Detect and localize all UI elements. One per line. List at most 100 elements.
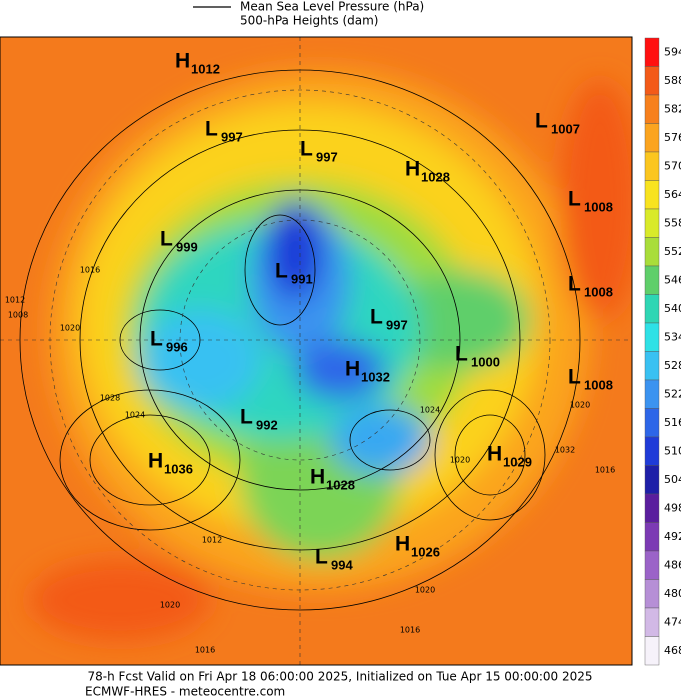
center-letter: H	[310, 466, 325, 489]
center-letter: H	[395, 533, 410, 556]
colorbar-label: 522	[664, 387, 681, 400]
contour-label: 1020	[415, 586, 435, 595]
contour-label: 1028	[100, 394, 120, 403]
colorbar-label: 564	[664, 188, 681, 201]
colorbar-label: 468	[664, 644, 681, 657]
colorbar-swatch	[644, 237, 660, 267]
colorbar-swatch	[644, 123, 660, 153]
colorbar-label: 474	[664, 615, 681, 628]
center-value: 1036	[164, 461, 193, 476]
center-value: 1008	[584, 199, 613, 214]
center-letter: L	[455, 343, 468, 366]
contour-label: 1012	[202, 536, 222, 545]
center-letter: L	[568, 273, 581, 296]
center-value: 996	[166, 339, 188, 354]
center-letter: L	[315, 546, 328, 569]
center-letter: H	[345, 358, 360, 381]
contour-label: 1012	[5, 296, 25, 305]
colorbar-label: 528	[664, 359, 681, 372]
colorbar-swatch	[644, 37, 660, 67]
contour-label: 1016	[195, 646, 215, 655]
colorbar-label: 588	[664, 74, 681, 87]
center-value: 991	[291, 271, 313, 286]
colorbar-label: 576	[664, 131, 681, 144]
center-value: 999	[176, 239, 198, 254]
center-value: 1008	[584, 377, 613, 392]
colorbar-swatch	[644, 265, 660, 295]
contour-label: 1016	[400, 626, 420, 635]
center-letter: L	[568, 366, 581, 389]
colorbar-label: 492	[664, 530, 681, 543]
center-value: 1026	[411, 544, 440, 559]
colorbar-swatch	[644, 493, 660, 523]
colorbar-swatch	[644, 151, 660, 181]
colorbar-swatch	[644, 579, 660, 609]
center-value: 1012	[191, 61, 220, 76]
colorbar-label: 570	[664, 159, 681, 172]
colorbar-label: 486	[664, 558, 681, 571]
center-value: 997	[316, 149, 338, 164]
colorbar-label: 594	[664, 45, 681, 58]
colorbar-swatch	[644, 294, 660, 324]
colorbar-swatch	[644, 408, 660, 438]
center-letter: H	[405, 158, 420, 181]
colorbar-label: 498	[664, 501, 681, 514]
colorbar-label: 582	[664, 102, 681, 115]
colorbar-label: 510	[664, 444, 681, 457]
center-letter: H	[148, 450, 163, 473]
center-letter: L	[568, 188, 581, 211]
center-letter: L	[535, 110, 548, 133]
colorbar-swatch	[644, 522, 660, 552]
colorbar-label: 546	[664, 273, 681, 286]
center-value: 1032	[361, 369, 390, 384]
colorbar-swatch	[644, 94, 660, 124]
center-value: 1000	[471, 354, 500, 369]
center-letter: L	[275, 260, 288, 283]
colorbar-swatch	[644, 465, 660, 495]
center-value: 997	[221, 129, 243, 144]
colorbar-swatch	[644, 379, 660, 409]
center-value: 997	[386, 317, 408, 332]
center-letter: L	[160, 228, 173, 251]
contour-label: 1020	[450, 456, 470, 465]
colorbar-swatch	[644, 208, 660, 238]
center-letter: L	[205, 118, 218, 141]
contour-label: 1008	[8, 311, 28, 320]
legend-fill-label: 500-hPa Heights (dam)	[240, 14, 378, 28]
colorbar-label: 558	[664, 216, 681, 229]
map	[0, 37, 632, 665]
center-value: 994	[331, 557, 353, 572]
legend-line-label: Mean Sea Level Pressure (hPa)	[240, 0, 424, 14]
colorbar-swatch	[644, 550, 660, 580]
colorbar-label: 516	[664, 416, 681, 429]
colorbar-swatch	[644, 351, 660, 381]
center-letter: L	[370, 306, 383, 329]
footer-line: ECMWF-HRES - meteocentre.com	[85, 685, 285, 699]
colorbar-label: 504	[664, 473, 681, 486]
contour-label: 1020	[160, 601, 180, 610]
colorbar-swatch	[644, 66, 660, 96]
center-letter: L	[300, 138, 313, 161]
colorbar-swatch	[644, 322, 660, 352]
contour-label: 1020	[60, 324, 80, 333]
contour-label: 1024	[420, 406, 440, 415]
center-value: 992	[256, 417, 278, 432]
center-value: 1028	[421, 169, 450, 184]
colorbar-label: 480	[664, 587, 681, 600]
contour-label: 1032	[555, 446, 575, 455]
footer-line: 78-h Fcst Valid on Fri Apr 18 06:00:00 2…	[87, 670, 592, 684]
center-letter: L	[240, 406, 253, 429]
colorbar-swatch	[644, 636, 660, 666]
center-value: 1029	[503, 454, 532, 469]
colorbar-swatch	[644, 436, 660, 466]
colorbar-label: 540	[664, 302, 681, 315]
colorbar-swatch	[644, 607, 660, 637]
colorbar-label: 534	[664, 330, 681, 343]
colorbar-swatch	[644, 180, 660, 210]
center-letter: H	[175, 50, 190, 73]
contour-label: 1024	[125, 411, 145, 420]
center-letter: H	[487, 443, 502, 466]
contour-label: 1016	[80, 266, 100, 275]
